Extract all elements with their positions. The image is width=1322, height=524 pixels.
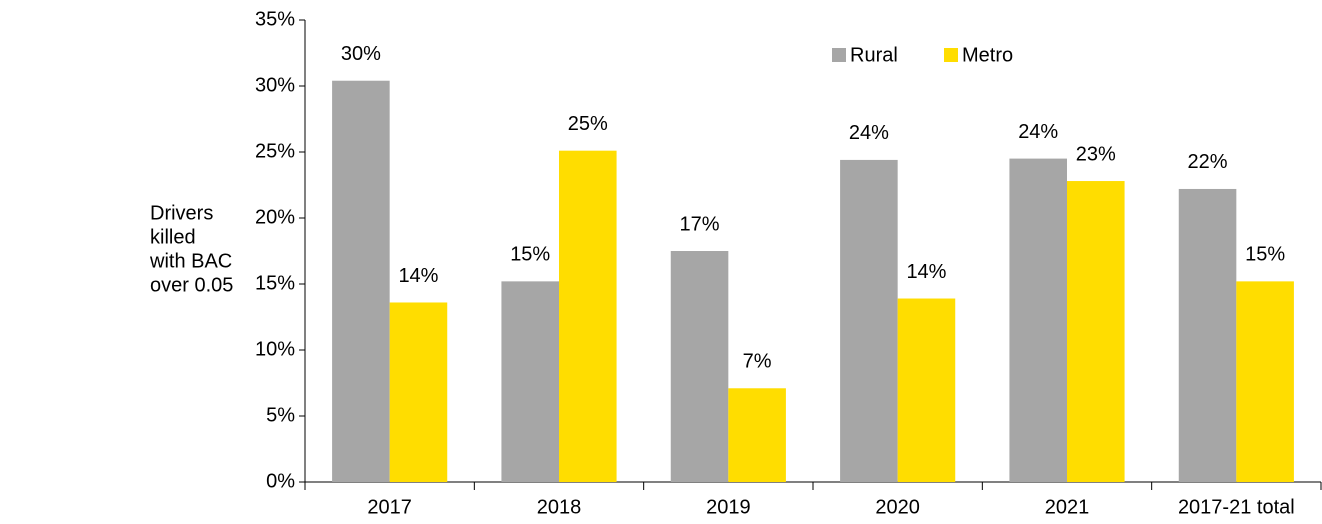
y-axis-label: Drivers (150, 202, 213, 224)
bar (670, 251, 729, 482)
bar (1236, 281, 1294, 482)
data-label: 24% (849, 122, 889, 144)
data-label: 25% (568, 113, 608, 135)
y-axis-label: killed (150, 226, 196, 248)
data-label: 15% (510, 244, 550, 266)
y-axis-label: with BAC (149, 250, 232, 272)
data-label: 7% (743, 351, 772, 373)
bar (501, 281, 559, 482)
y-tick-label: 5% (266, 404, 295, 426)
bar (1178, 188, 1237, 482)
bar (728, 388, 786, 482)
data-label: 22% (1188, 151, 1228, 173)
x-tick-label: 2019 (706, 496, 751, 518)
data-label: 17% (680, 213, 720, 235)
y-tick-label: 25% (255, 140, 295, 162)
data-label: 24% (1018, 121, 1058, 143)
legend-label: Metro (962, 44, 1013, 66)
y-tick-label: 20% (255, 206, 295, 228)
x-tick-label: 2021 (1045, 496, 1090, 518)
data-label: 30% (341, 43, 381, 65)
bar (897, 298, 956, 482)
legend-swatch (832, 48, 846, 62)
bar (1067, 181, 1125, 483)
y-tick-label: 30% (255, 74, 295, 96)
data-label: 23% (1076, 143, 1116, 165)
y-tick-label: 0% (266, 470, 295, 492)
bar (332, 80, 390, 482)
legend-swatch (944, 48, 958, 62)
x-tick-label: 2017 (367, 496, 412, 518)
data-label: 14% (398, 265, 438, 287)
data-label: 14% (906, 261, 946, 283)
x-tick-label: 2018 (537, 496, 582, 518)
y-tick-label: 35% (255, 8, 295, 30)
y-tick-label: 15% (255, 272, 295, 294)
y-axis-label: over 0.05 (150, 274, 233, 296)
bar (389, 302, 448, 482)
y-tick-label: 10% (255, 338, 295, 360)
x-tick-label: 2020 (875, 496, 920, 518)
legend-label: Rural (850, 44, 898, 66)
bar (1009, 158, 1067, 482)
bar (840, 159, 898, 483)
x-tick-label: 2017-21 total (1178, 496, 1295, 518)
bar (559, 150, 617, 482)
data-label: 15% (1245, 244, 1285, 266)
